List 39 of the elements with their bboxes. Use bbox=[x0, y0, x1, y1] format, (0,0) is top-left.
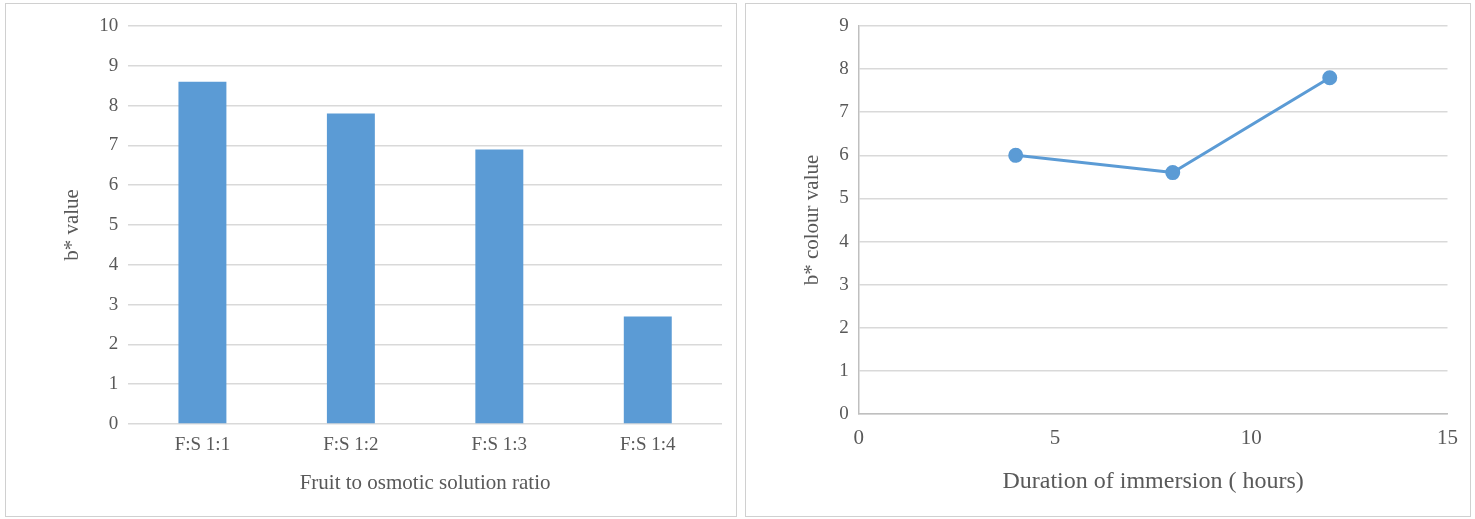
point bbox=[1165, 165, 1181, 181]
x-tick-label: F:S 1:1 bbox=[174, 433, 231, 455]
y-tick-label: 10 bbox=[99, 13, 119, 35]
y-tick-label: 8 bbox=[108, 93, 119, 115]
y-tick-label: 3 bbox=[839, 272, 849, 294]
x-tick-label: 5 bbox=[1049, 425, 1061, 450]
bar bbox=[178, 81, 227, 424]
x-axis-title: Fruit to osmotic solution ratio bbox=[299, 469, 551, 494]
y-tick-label: 6 bbox=[839, 143, 849, 165]
y-tick-label: 0 bbox=[839, 401, 849, 423]
y-tick-label: 2 bbox=[839, 315, 849, 337]
y-tick-label: 4 bbox=[108, 252, 119, 274]
x-axis-title: Duration of immersion ( hours) bbox=[1002, 466, 1304, 493]
x-tick-label: F:S 1:4 bbox=[620, 433, 676, 455]
y-axis-title: b* colour value bbox=[799, 154, 824, 286]
point bbox=[1322, 70, 1338, 86]
point bbox=[1008, 147, 1024, 163]
y-tick-label: 1 bbox=[839, 358, 849, 380]
y-tick-label: 6 bbox=[108, 173, 119, 195]
bar bbox=[326, 113, 375, 424]
y-tick-label: 9 bbox=[108, 53, 119, 75]
y-axis-title: b* value bbox=[59, 189, 84, 261]
bar bbox=[623, 316, 672, 424]
y-tick-label: 5 bbox=[108, 212, 119, 234]
x-tick-label: 15 bbox=[1437, 425, 1458, 450]
y-tick-label: 7 bbox=[839, 100, 849, 122]
y-tick-label: 5 bbox=[839, 186, 849, 208]
x-tick-label: F:S 1:3 bbox=[471, 433, 528, 455]
y-tick-label: 7 bbox=[108, 133, 119, 155]
y-tick-label: 0 bbox=[108, 411, 119, 433]
bar bbox=[475, 149, 524, 424]
y-tick-label: 2 bbox=[108, 332, 119, 354]
y-tick-label: 8 bbox=[839, 57, 849, 79]
x-tick-label: F:S 1:2 bbox=[323, 433, 379, 455]
y-tick-label: 4 bbox=[839, 229, 850, 251]
y-tick-label: 9 bbox=[839, 13, 849, 35]
y-tick-label: 3 bbox=[108, 292, 119, 314]
x-tick-label: 10 bbox=[1240, 425, 1262, 450]
y-tick-label: 1 bbox=[108, 372, 119, 394]
